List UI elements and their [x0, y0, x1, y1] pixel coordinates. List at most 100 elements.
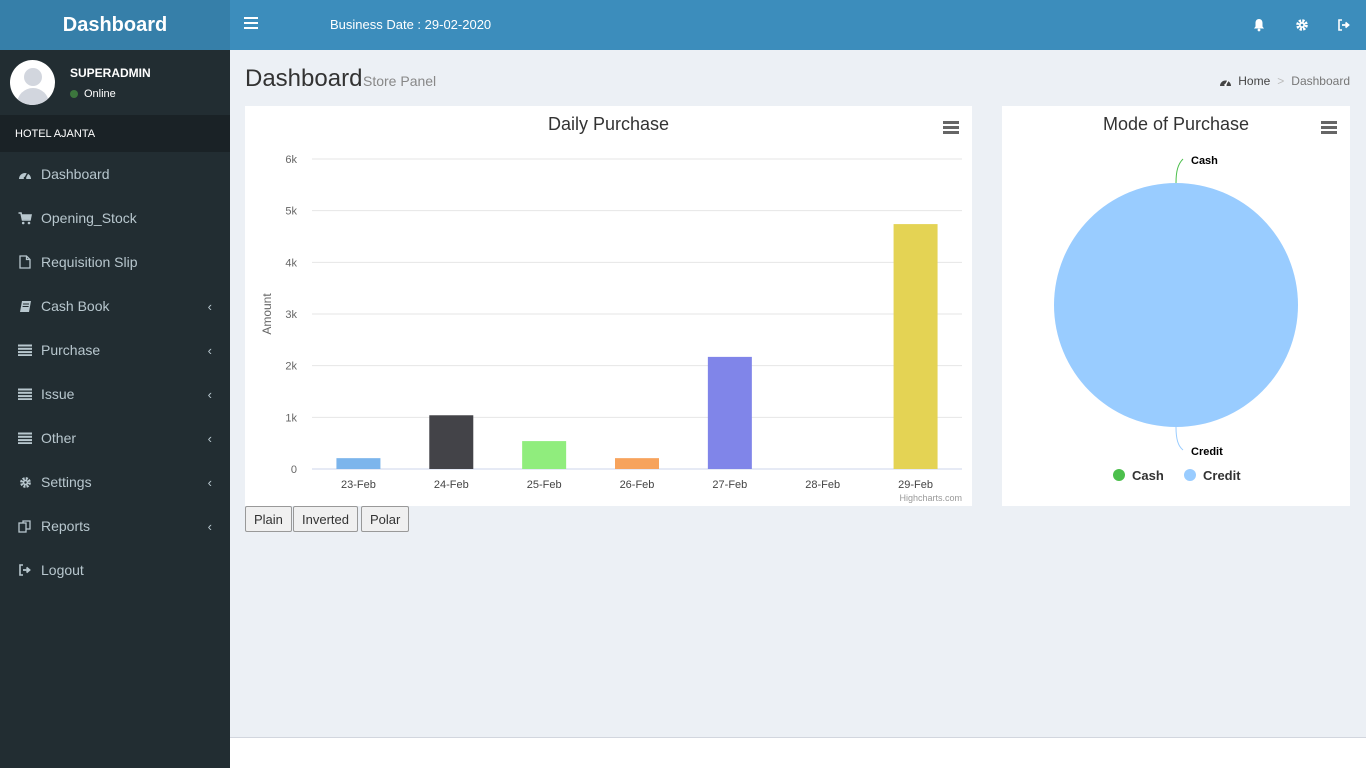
breadcrumb: Home > Dashboard: [1219, 74, 1350, 88]
sidebar-item-label: Cash Book: [41, 298, 110, 314]
gear-icon[interactable]: [1292, 15, 1312, 35]
y-tick-label: 4k: [285, 257, 297, 269]
business-date: Business Date : 29-02-2020: [330, 17, 492, 32]
x-tick-label: 24-Feb: [434, 479, 469, 491]
y-tick-label: 6k: [285, 154, 297, 166]
app-logo[interactable]: Dashboard: [0, 0, 230, 50]
legend-item-cash[interactable]: Cash: [1132, 468, 1164, 483]
chart-credits[interactable]: Highcharts.com: [899, 493, 962, 503]
plain-button[interactable]: Plain: [245, 506, 292, 532]
chevron-left-icon: ‹: [207, 386, 212, 402]
sidebar: Dashboard SUPERADMIN Online HOTEL AJANTA…: [0, 0, 230, 768]
logout-icon[interactable]: [1334, 15, 1354, 35]
y-tick-label: 3k: [285, 309, 297, 321]
sidebar-item-dashboard[interactable]: Dashboard: [0, 152, 230, 196]
sidebar-item-label: Requisition Slip: [41, 254, 138, 270]
legend-item-credit[interactable]: Credit: [1203, 468, 1241, 483]
page-title: Dashboard: [245, 65, 363, 92]
book-icon: [18, 299, 32, 313]
chevron-left-icon: ‹: [207, 518, 212, 534]
y-tick-label: 0: [291, 464, 297, 476]
daily-purchase-chart: Daily Purchase 0 1k 2k 3k 4k 5k 6k Amount 23-Feb…: [245, 106, 972, 506]
chevron-left-icon: ‹: [207, 342, 212, 358]
reports-icon: [18, 519, 32, 533]
x-tick-label: 28-Feb: [805, 479, 840, 491]
y-axis-label: Amount: [260, 293, 274, 335]
breadcrumb-separator: >: [1277, 74, 1285, 88]
bar-chart-plot: 0 1k 2k 3k 4k 5k 6k Amount 23-Feb 24-Feb 25-Feb 26-…: [260, 154, 962, 491]
sidebar-item-label: Issue: [41, 386, 75, 402]
footer: [230, 737, 1366, 768]
mode-of-purchase-chart: Mode of Purchase Cash Credit Cash Credit: [1002, 106, 1350, 506]
chevron-left-icon: ‹: [207, 430, 212, 446]
pie-chart-plot: Cash Credit Cash Credit: [1054, 155, 1298, 483]
data-label-connector: [1175, 158, 1184, 184]
x-tick-label: 29-Feb: [898, 479, 933, 491]
sidebar-item-label: Logout: [41, 562, 84, 578]
x-tick-label: 26-Feb: [620, 479, 655, 491]
pie-slice-credit[interactable]: [1054, 183, 1298, 427]
user-name: SUPERADMIN: [70, 65, 151, 80]
breadcrumb-current: Dashboard: [1291, 74, 1350, 88]
list-icon: [18, 343, 32, 357]
inverted-button[interactable]: Inverted: [293, 506, 358, 532]
user-status: Online: [70, 88, 151, 100]
user-panel: SUPERADMIN Online: [0, 50, 230, 115]
chevron-left-icon: ‹: [207, 298, 212, 314]
bar-24-feb[interactable]: [429, 415, 474, 469]
top-navbar: Business Date : 29-02-2020: [230, 0, 1366, 50]
legend-marker-cash[interactable]: [1113, 469, 1125, 481]
bell-icon[interactable]: [1249, 15, 1269, 35]
sidebar-item-label: Opening_Stock: [41, 210, 137, 226]
bar-29-feb[interactable]: [893, 224, 938, 469]
sidebar-item-label: Settings: [41, 474, 92, 490]
status-label: Online: [84, 87, 116, 100]
page-subtitle: Store Panel: [363, 73, 437, 89]
document-icon: [18, 255, 32, 269]
bar-26-feb[interactable]: [615, 458, 659, 469]
gear-icon: [18, 475, 32, 489]
bar-25-feb[interactable]: [522, 441, 567, 469]
polar-button[interactable]: Polar: [361, 506, 410, 532]
chart-title: Daily Purchase: [547, 114, 670, 134]
avatar: [10, 60, 55, 105]
hotel-header: HOTEL AJANTA: [0, 115, 230, 152]
sidebar-item-settings[interactable]: Settings ‹: [0, 460, 230, 504]
list-icon: [18, 431, 32, 445]
cart-icon: [18, 211, 32, 225]
dashboard-icon: [1219, 76, 1232, 87]
y-tick-label: 2k: [285, 361, 297, 373]
sidebar-item-purchase[interactable]: Purchase ‹: [0, 328, 230, 372]
dashboard-icon: [18, 167, 32, 181]
sidebar-item-requisition-slip[interactable]: Requisition Slip: [0, 240, 230, 284]
sidebar-item-reports[interactable]: Reports ‹: [0, 504, 230, 548]
sidebar-item-cash-book[interactable]: Cash Book ‹: [0, 284, 230, 328]
bar-23-feb[interactable]: [336, 458, 381, 469]
sidebar-item-label: Dashboard: [41, 166, 110, 182]
sidebar-toggle-icon[interactable]: [244, 17, 258, 31]
x-tick-label: 25-Feb: [527, 479, 562, 491]
pie-data-label: Cash: [1191, 155, 1218, 167]
data-label-connector: [1175, 426, 1184, 451]
sidebar-item-label: Other: [41, 430, 77, 446]
chart-title: Mode of Purchase: [1102, 114, 1250, 134]
sidebar-item-logout[interactable]: Logout: [0, 548, 230, 592]
x-tick-label: 23-Feb: [341, 479, 376, 491]
chart-menu-icon[interactable]: [943, 121, 959, 135]
legend-marker-credit[interactable]: [1184, 469, 1196, 481]
sidebar-item-issue[interactable]: Issue ‹: [0, 372, 230, 416]
sidebar-nav: Dashboard Opening_Stock Requisition Slip Ca…: [0, 152, 230, 592]
y-tick-label: 1k: [285, 412, 297, 424]
sidebar-item-label: Purchase: [41, 342, 101, 358]
x-tick-label: 27-Feb: [712, 479, 747, 491]
chevron-left-icon: ‹: [207, 474, 212, 490]
sidebar-item-label: Reports: [41, 518, 91, 534]
logout-icon: [18, 563, 32, 577]
sidebar-item-opening-stock[interactable]: Opening_Stock: [0, 196, 230, 240]
y-tick-label: 5k: [285, 206, 297, 218]
breadcrumb-home-link[interactable]: Home: [1238, 74, 1271, 88]
chart-menu-icon[interactable]: [1321, 121, 1337, 135]
bar-27-feb[interactable]: [707, 356, 752, 469]
list-icon: [18, 387, 32, 401]
sidebar-item-other[interactable]: Other ‹: [0, 416, 230, 460]
